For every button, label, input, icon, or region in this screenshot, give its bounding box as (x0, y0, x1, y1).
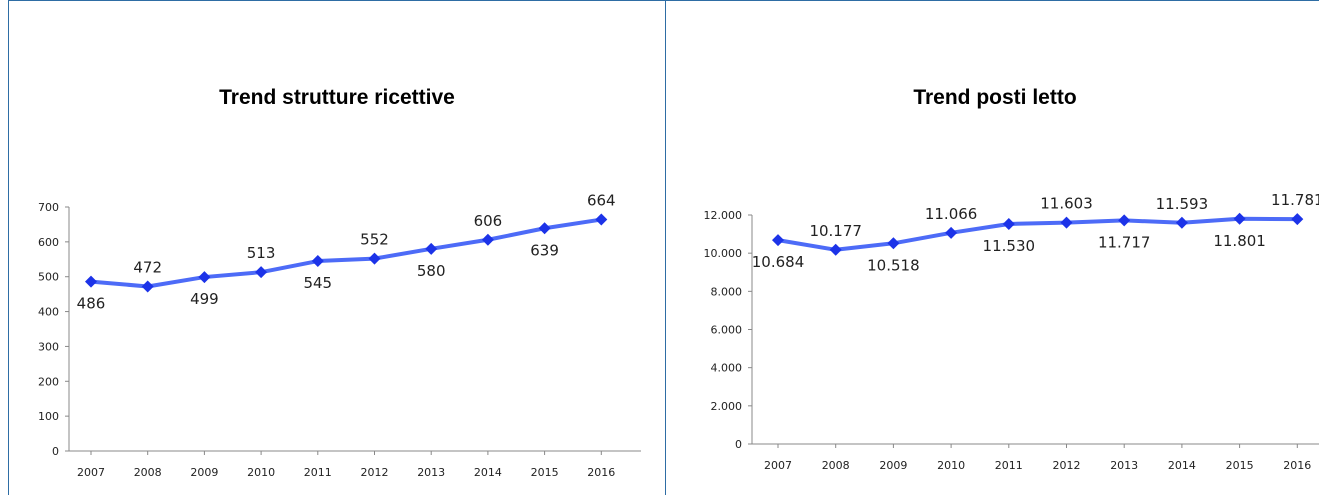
data-point-marker (829, 243, 842, 256)
y-tick-label: 200 (38, 375, 59, 388)
data-point-marker (85, 275, 97, 288)
x-tick-label: 2011 (995, 459, 1023, 472)
x-tick-label: 2015 (531, 466, 559, 479)
data-label: 606 (474, 212, 503, 230)
y-tick-label: 4.000 (711, 362, 743, 375)
x-tick-label: 2016 (587, 466, 615, 479)
data-point-marker (425, 242, 438, 255)
data-label: 11.801 (1213, 232, 1266, 250)
data-label: 10.518 (867, 256, 920, 274)
x-tick-label: 2013 (417, 466, 445, 479)
data-label: 545 (303, 274, 332, 292)
data-point-marker (1060, 216, 1073, 229)
data-label: 499 (190, 290, 219, 308)
y-tick-label: 0 (735, 438, 742, 451)
x-tick-label: 2015 (1226, 459, 1254, 472)
data-label: 10.684 (752, 253, 805, 271)
x-tick-label: 2009 (190, 466, 218, 479)
data-point-marker (368, 252, 381, 265)
data-point-marker (595, 213, 608, 226)
data-label: 11.593 (1156, 195, 1209, 213)
data-point-marker (1291, 213, 1304, 226)
data-label: 639 (530, 241, 559, 259)
series-line (90, 217, 602, 289)
data-point-marker (1175, 216, 1188, 229)
x-tick-label: 2014 (1168, 459, 1196, 472)
y-tick-label: 600 (38, 236, 59, 249)
x-tick-label: 2010 (937, 459, 965, 472)
data-point-marker (887, 237, 900, 250)
data-label: 552 (360, 231, 389, 249)
x-tick-label: 2013 (1110, 459, 1138, 472)
data-label: 11.781 (1271, 191, 1319, 209)
data-point-marker (255, 266, 268, 279)
data-point-marker (772, 234, 784, 247)
data-point-marker (1233, 212, 1246, 225)
data-point-marker (945, 226, 958, 239)
x-tick-label: 2010 (247, 466, 275, 479)
chart-posti-letto-svg: 0 2.000 4.000 6.000 8.000 10.000 12.000 2007 200… (704, 191, 1319, 472)
data-label: 10.177 (809, 222, 862, 240)
data-point-marker (538, 222, 551, 235)
data-label: 664 (587, 192, 616, 210)
series-line (777, 216, 1298, 252)
y-tick-label: 400 (38, 306, 59, 319)
y-tick-label: 10.000 (704, 247, 743, 260)
x-tick-label: 2009 (879, 459, 907, 472)
x-tick-label: 2012 (361, 466, 389, 479)
y-tick-label: 700 (38, 201, 59, 214)
y-tick-label: 12.000 (704, 209, 743, 222)
x-tick-label: 2012 (1053, 459, 1081, 472)
x-tick-label: 2014 (474, 466, 502, 479)
chart-panel-strutture: Trend strutture ricettive 0 100 200 300 400 5… (8, 0, 666, 495)
x-tick-label: 2008 (822, 459, 850, 472)
x-tick-label: 2007 (764, 459, 792, 472)
y-tick-label: 100 (38, 410, 59, 423)
data-label: 486 (77, 295, 106, 313)
x-tick-label: 2011 (304, 466, 332, 479)
y-tick-label: 300 (38, 340, 59, 353)
x-tick-label: 2016 (1283, 459, 1311, 472)
chart-title: Trend posti letto (913, 86, 1077, 109)
x-tick-label: 2007 (77, 466, 105, 479)
chart-panel-posti-letto: Trend posti letto 0 2.000 4.000 6.000 8.000 1… (665, 0, 1319, 495)
y-tick-label: 2.000 (711, 400, 743, 413)
data-point-marker (198, 271, 211, 284)
y-tick-label: 6.000 (711, 324, 743, 337)
data-point-marker (1118, 214, 1131, 227)
data-label: 513 (247, 244, 276, 262)
data-label: 472 (133, 258, 162, 276)
data-label: 11.066 (925, 205, 978, 223)
data-point-marker (1002, 217, 1015, 230)
chart-strutture-svg: 0 100 200 300 400 500 600 700 2007 2008 2009 2010 20… (38, 192, 641, 479)
data-label: 11.603 (1040, 195, 1093, 213)
x-tick-label: 2008 (134, 466, 162, 479)
data-label: 580 (417, 262, 446, 280)
chart-title: Trend strutture ricettive (219, 86, 455, 109)
data-point-marker (481, 233, 494, 246)
data-label: 11.530 (983, 237, 1036, 255)
y-tick-label: 500 (38, 271, 59, 284)
y-tick-label: 8.000 (711, 285, 743, 298)
y-tick-label: 0 (52, 445, 59, 458)
data-label: 11.717 (1098, 233, 1151, 251)
data-point-marker (141, 280, 154, 293)
data-point-marker (311, 255, 324, 268)
